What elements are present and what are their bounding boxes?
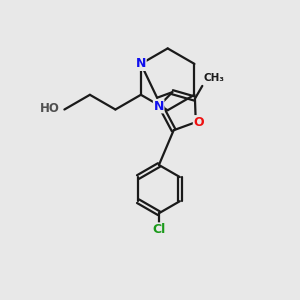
- Text: Cl: Cl: [152, 223, 166, 236]
- Text: N: N: [136, 57, 146, 70]
- Text: HO: HO: [40, 101, 60, 115]
- Text: O: O: [194, 116, 204, 129]
- Text: N: N: [154, 100, 164, 113]
- Text: CH₃: CH₃: [204, 73, 225, 83]
